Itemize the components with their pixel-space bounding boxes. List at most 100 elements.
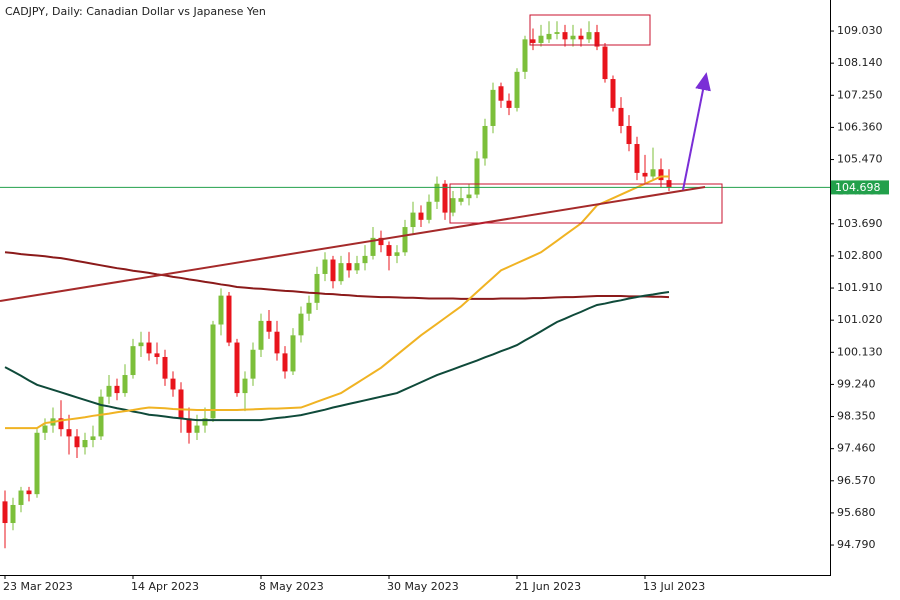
candle-body [226,295,232,343]
candle-body [66,429,72,437]
last-price-label: 104.698 [835,181,881,194]
x-tick-label: 21 Jun 2023 [515,580,581,593]
candle-body [442,183,448,213]
candle-body [170,378,176,390]
candle-body [202,418,208,426]
candle-body [658,169,664,181]
candle-body [82,440,88,448]
candle-body [506,100,512,108]
candle-body [418,212,424,220]
candle-body [58,418,64,430]
candle-body [210,324,216,419]
candle-body [538,35,544,43]
y-tick-label: 101.910 [837,281,883,294]
candle-body [306,302,312,314]
moving-average [4,291,670,422]
candle-body [98,396,104,437]
candle-body [298,313,304,336]
candle-body [378,237,384,246]
chart-title: CADJPY, Daily: Canadian Dollar vs Japane… [5,5,266,18]
candle-body [122,375,128,394]
candle-body [370,237,376,256]
candle-body [282,353,288,372]
y-tick-label: 107.250 [837,88,883,101]
candle-body [266,320,272,332]
x-tick-label: 13 Jul 2023 [643,580,705,593]
candle-body [162,356,168,379]
candle-body [322,259,328,274]
candle-body [458,198,464,202]
candle-body [130,346,136,376]
candle-body [234,342,240,394]
y-tick-label: 99.240 [837,377,876,390]
candle-body [34,432,40,495]
axes: 94.790 95.680 96.570 97.460 98.350 99.240 100.… [3,24,883,593]
y-tick-label: 106.360 [837,120,883,133]
candle-body [290,335,296,372]
candle-body [42,425,48,433]
candle-body [466,194,472,199]
candle-body [154,353,160,357]
candle-body [554,32,560,34]
candle-body [74,436,80,448]
y-tick-label: 105.470 [837,153,883,166]
candle-body [338,263,344,282]
candle-body [2,501,8,524]
candle-body [626,125,632,145]
candle-body [274,331,280,354]
price-label-layer: 104.698 [831,180,889,195]
candle-body [594,32,600,47]
candle-body [434,183,440,202]
y-tick-label: 101.020 [837,313,883,326]
candle-body [610,79,616,108]
candle-body [562,32,568,40]
y-tick-label: 94.790 [837,538,876,551]
candle-body [138,342,144,347]
candle-body [106,385,112,397]
candle-body [26,490,32,495]
candle-body [386,245,392,256]
candle-body [330,259,336,282]
x-tick-label: 8 May 2023 [259,580,324,593]
candle-body [474,158,480,195]
candle-body [362,255,368,264]
candle-body [578,35,584,40]
y-tick-label: 96.570 [837,474,876,487]
y-tick-label: 108.140 [837,56,883,69]
candle-body [114,385,120,394]
annotations [0,14,723,302]
candle-body [402,227,408,253]
candle-body [178,389,184,419]
y-tick-label: 103.690 [837,217,883,230]
plot-marks [0,21,830,549]
candle-body [314,273,320,303]
candle-body [450,198,456,213]
candle-body [218,295,224,325]
candle-body [194,425,200,433]
candle-body [514,71,520,108]
candle-body [10,504,16,524]
y-tick-label: 100.130 [837,345,883,358]
candle-body [570,35,576,40]
candle-body [346,263,352,271]
y-tick-label: 102.800 [837,249,883,262]
support-box [449,183,723,224]
candle-body [522,39,528,72]
candle-body [530,39,536,43]
candle-body [354,263,360,271]
resistance-box [529,14,651,46]
candle-body [410,212,416,228]
y-tick-label: 109.030 [837,24,883,37]
candle-body [426,201,432,220]
moving-average [4,251,670,300]
trendline [0,186,706,302]
moving-average [5,175,669,430]
x-tick-label: 23 Mar 2023 [3,580,73,593]
y-tick-label: 97.460 [837,442,876,455]
candle-body [250,349,256,379]
last-price-box [831,180,889,195]
candle-body [498,86,504,101]
x-tick-label: 14 Apr 2023 [131,580,199,593]
